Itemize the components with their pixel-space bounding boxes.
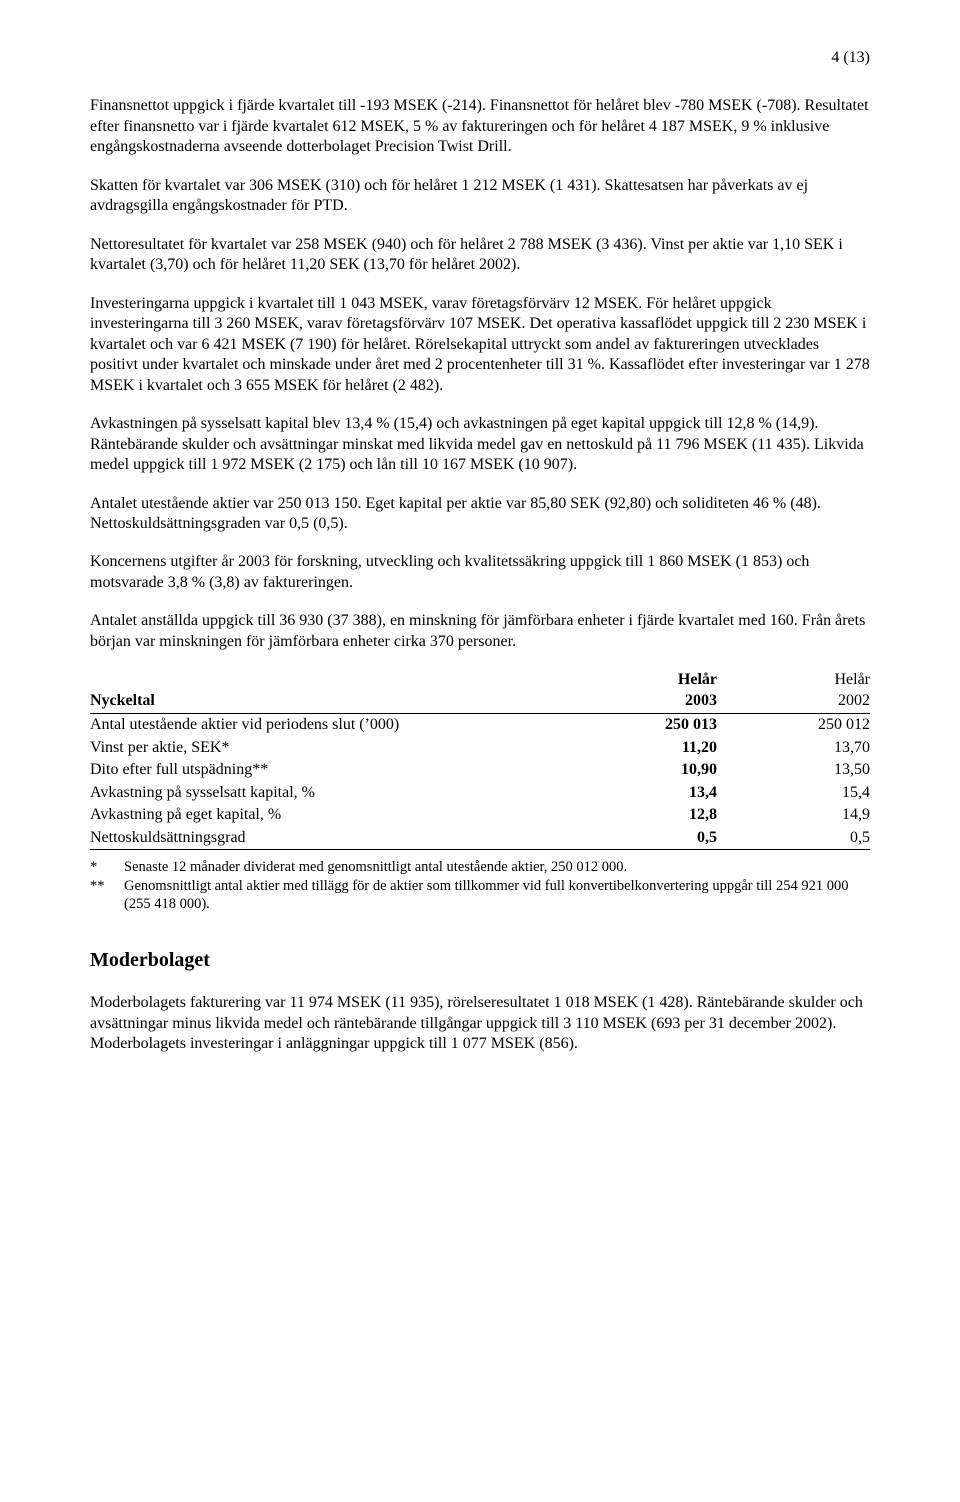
- footnote-text: Genomsnittligt antal aktier med tillägg …: [124, 877, 870, 914]
- table-cell-label: Dito efter full utspädning**: [90, 759, 636, 781]
- nyckeltal-table-wrap: Helår Helår Nyckeltal 2003 2002 Antal ut…: [90, 670, 870, 850]
- footnote-text: Senaste 12 månader dividerat med genomsn…: [124, 858, 870, 877]
- table-cell: 0,5: [753, 827, 870, 850]
- table-row: Vinst per aktie, SEK* 11,20 13,70: [90, 737, 870, 759]
- paragraph: Antalet anställda uppgick till 36 930 (3…: [90, 611, 870, 652]
- table-col-header: Helår: [636, 670, 753, 690]
- table-cell-label: Nettoskuldsättningsgrad: [90, 827, 636, 850]
- table-cell-label: Avkastning på sysselsatt kapital, %: [90, 782, 636, 804]
- table-cell: 13,4: [636, 782, 753, 804]
- page-number: 4 (13): [90, 48, 870, 68]
- table-cell: 15,4: [753, 782, 870, 804]
- table-col-header: 2003: [636, 691, 753, 714]
- table-row: Antal utestående aktier vid periodens sl…: [90, 714, 870, 736]
- table-row: Avkastning på sysselsatt kapital, % 13,4…: [90, 782, 870, 804]
- paragraph: Skatten för kvartalet var 306 MSEK (310)…: [90, 176, 870, 217]
- footnote-mark: *: [90, 858, 124, 877]
- footnotes: * Senaste 12 månader dividerat med genom…: [90, 858, 870, 914]
- paragraph: Koncernens utgifter år 2003 för forsknin…: [90, 552, 870, 593]
- footnote-mark: **: [90, 877, 124, 914]
- table-cell: 13,70: [753, 737, 870, 759]
- table-row: Nettoskuldsättningsgrad 0,5 0,5: [90, 827, 870, 850]
- table-cell: 14,9: [753, 804, 870, 826]
- table-cell: 12,8: [636, 804, 753, 826]
- paragraph: Avkastningen på sysselsatt kapital blev …: [90, 414, 870, 475]
- paragraph: Investeringarna uppgick i kvartalet till…: [90, 294, 870, 396]
- paragraph: Moderbolagets fakturering var 11 974 MSE…: [90, 993, 870, 1054]
- table-cell: 0,5: [636, 827, 753, 850]
- table-row: Dito efter full utspädning** 10,90 13,50: [90, 759, 870, 781]
- table-col-header: Helår: [753, 670, 870, 690]
- table-header-label: Nyckeltal: [90, 691, 636, 714]
- table-row: Avkastning på eget kapital, % 12,8 14,9: [90, 804, 870, 826]
- table-cell: 11,20: [636, 737, 753, 759]
- table-cell: 250 012: [753, 714, 870, 736]
- table-col-header: 2002: [753, 691, 870, 714]
- table-cell-label: Vinst per aktie, SEK*: [90, 737, 636, 759]
- nyckeltal-table: Helår Helår Nyckeltal 2003 2002 Antal ut…: [90, 670, 870, 850]
- paragraph: Nettoresultatet för kvartalet var 258 MS…: [90, 235, 870, 276]
- table-cell-label: Antal utestående aktier vid periodens sl…: [90, 714, 636, 736]
- table-cell: 13,50: [753, 759, 870, 781]
- section-heading: Moderbolaget: [90, 948, 870, 974]
- table-cell: 250 013: [636, 714, 753, 736]
- paragraph: Finansnettot uppgick i fjärde kvartalet …: [90, 96, 870, 157]
- paragraph: Antalet utestående aktier var 250 013 15…: [90, 494, 870, 535]
- table-cell: 10,90: [636, 759, 753, 781]
- table-cell-label: Avkastning på eget kapital, %: [90, 804, 636, 826]
